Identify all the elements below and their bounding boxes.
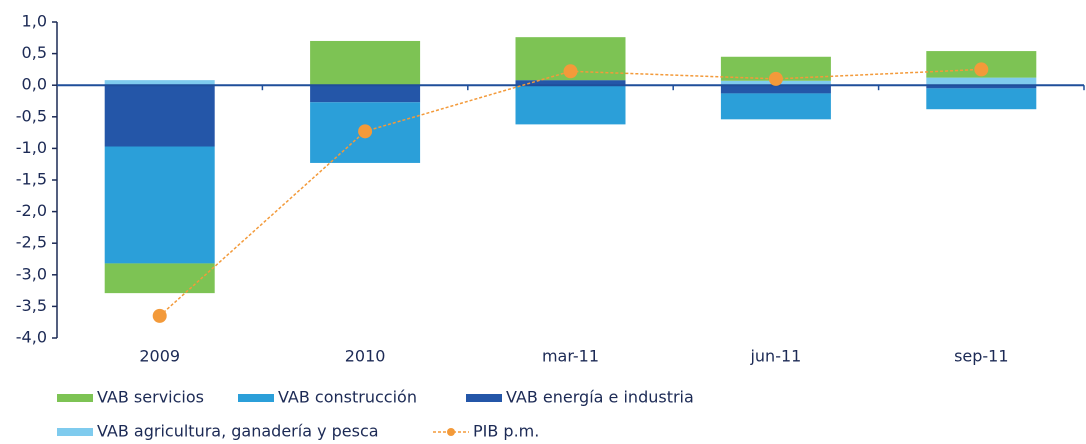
bar (104, 263, 215, 294)
bar (310, 85, 421, 103)
bar (310, 40, 421, 86)
y-tick-label: -2,0 (16, 201, 47, 220)
legend-label: VAB agricultura, ganadería y pesca (97, 422, 379, 441)
legend-label: VAB construcción (278, 388, 417, 407)
bar (104, 85, 215, 147)
point (563, 64, 578, 79)
legend-swatch (238, 394, 274, 402)
x-tick-label: 2009 (139, 347, 180, 366)
legend-label: PIB p.m. (473, 422, 539, 441)
point (152, 308, 167, 323)
y-tick-label: -0,5 (16, 106, 47, 125)
point (358, 124, 373, 139)
y-tick-label: -2,5 (16, 233, 47, 252)
y-tick-label: 1,0 (22, 12, 47, 31)
y-tick-label: -1,0 (16, 138, 47, 157)
point (768, 71, 783, 86)
y-tick-label: 0,5 (22, 43, 47, 62)
x-tick-label: sep-11 (954, 347, 1008, 366)
bar (926, 77, 1037, 86)
bar (104, 146, 215, 264)
x-tick-label: mar-11 (542, 347, 599, 366)
y-tick-label: -3,0 (16, 264, 47, 283)
x-tick-label: 2010 (345, 347, 386, 366)
y-tick-label: -1,5 (16, 170, 47, 189)
bar (926, 88, 1037, 110)
point (974, 62, 989, 77)
y-tick-label: -4,0 (16, 328, 47, 347)
y-tick-label: -3,5 (16, 296, 47, 315)
legend-swatch (466, 394, 502, 402)
legend-label: VAB servicios (97, 388, 204, 407)
legend-label: VAB energía e industria (506, 388, 694, 407)
bar (926, 85, 1037, 89)
bar (104, 80, 215, 86)
bar (720, 93, 831, 120)
legend-swatch (57, 428, 93, 436)
bar (720, 85, 831, 94)
legend-swatch (57, 394, 93, 402)
x-tick-label: jun-11 (749, 347, 801, 366)
legend-swatch (447, 428, 455, 436)
bar (515, 80, 626, 86)
y-tick-label: 0,0 (22, 75, 47, 94)
bar (515, 85, 626, 125)
